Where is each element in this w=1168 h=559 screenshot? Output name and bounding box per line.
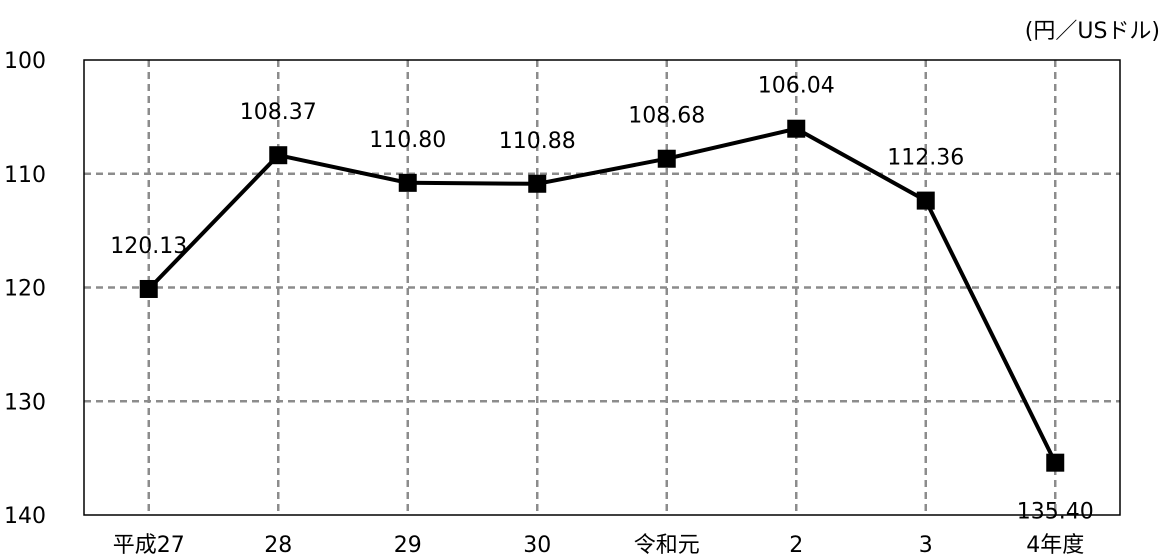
x-tick-label: 4年度 [1026, 533, 1084, 558]
x-tick-label: 平成27 [113, 533, 185, 558]
data-label: 112.36 [887, 146, 964, 171]
data-point [269, 146, 288, 165]
data-point [916, 191, 935, 210]
unit-label: (円／USドル) [1025, 19, 1160, 44]
data-point [139, 279, 158, 298]
y-tick-label: 130 [4, 390, 46, 415]
data-label: 110.88 [499, 129, 576, 154]
data-label: 108.68 [628, 104, 705, 129]
markers [139, 119, 1065, 472]
x-tick-label: 29 [394, 533, 422, 558]
data-label: 110.80 [369, 128, 446, 153]
x-tick-label: 28 [264, 533, 292, 558]
data-point [528, 174, 547, 193]
data-point [1046, 453, 1065, 472]
x-tick-label: 令和元 [634, 533, 700, 558]
x-tick-label: 3 [919, 533, 933, 558]
data-label: 108.37 [240, 100, 317, 125]
x-tick-label: 30 [523, 533, 551, 558]
data-point [657, 149, 676, 168]
y-axis: 100 110 120 130 140 [4, 49, 46, 529]
data-point [398, 173, 417, 192]
data-label: 135.40 [1017, 500, 1094, 525]
series-line [147, 126, 1058, 464]
data-labels: 120.13 108.37 110.80 110.88 108.68 106.04 112.… [110, 74, 1093, 525]
plot-frame [83, 59, 1121, 516]
y-tick-label: 140 [4, 504, 46, 529]
x-axis: 平成27 28 29 30 令和元 2 3 4年度 [113, 533, 1085, 558]
y-tick-label: 110 [4, 163, 46, 188]
data-label: 120.13 [110, 234, 187, 259]
y-tick-label: 100 [4, 49, 46, 74]
grid [84, 60, 1120, 515]
data-point [787, 119, 806, 138]
x-tick-label: 2 [789, 533, 803, 558]
data-label: 106.04 [758, 74, 835, 99]
y-tick-label: 120 [4, 277, 46, 302]
